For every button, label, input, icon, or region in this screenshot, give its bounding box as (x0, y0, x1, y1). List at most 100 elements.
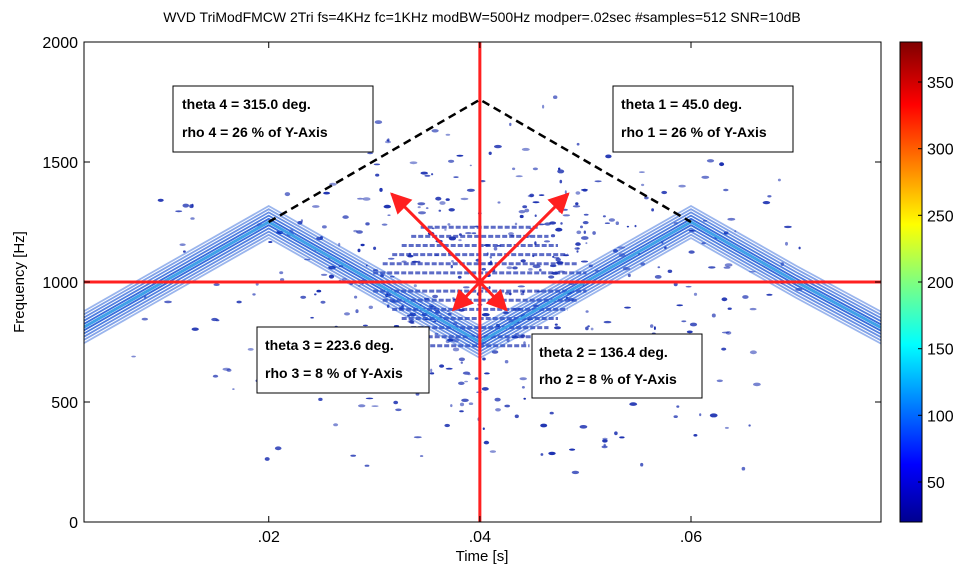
clutter-speck (274, 446, 282, 451)
clutter-speck (333, 423, 339, 427)
clutter-speck (488, 286, 491, 290)
clutter-speck (509, 292, 512, 296)
vector-arrow-1 (478, 192, 570, 284)
clutter-speck (190, 217, 195, 220)
clutter-speck (716, 379, 723, 383)
clutter-speck (438, 209, 442, 212)
clutter-speck (558, 167, 561, 171)
clutter-speck (539, 268, 542, 272)
clutter-speck (554, 326, 561, 330)
clutter-speck (519, 377, 527, 381)
clutter-speck (540, 423, 548, 428)
clutter-speck (164, 300, 172, 304)
clutter-speck (534, 214, 537, 217)
x-tick-label: .02 (258, 529, 280, 546)
clutter-speck (353, 229, 358, 233)
clutter-speck (304, 258, 311, 261)
clutter-speck (562, 208, 568, 211)
clutter-speck (189, 204, 194, 209)
clutter-speck (431, 173, 434, 176)
clutter-speck (723, 266, 731, 269)
clutter-speck (571, 470, 580, 475)
clutter-speck (323, 191, 330, 195)
clutter-speck (585, 310, 589, 313)
clutter-speck (514, 414, 519, 419)
clutter-speck (460, 197, 469, 201)
clutter-speck (688, 250, 695, 254)
clutter-speck (252, 293, 256, 296)
clutter-speck (653, 326, 656, 330)
y-tick-label: 1500 (42, 155, 78, 172)
clutter-speck (357, 197, 364, 200)
clutter-speck (506, 266, 513, 270)
clutter-speck (514, 222, 518, 226)
clutter-speck (447, 223, 451, 226)
x-axis-ticks: .02 .04 .06 (258, 42, 702, 546)
clutter-speck (719, 162, 725, 167)
clutter-speck (784, 225, 792, 229)
clutter-speck (529, 193, 535, 198)
clutter-speck (481, 267, 486, 271)
clutter-speck (354, 295, 358, 299)
clutter-speck (435, 196, 442, 201)
clutter-speck (429, 372, 435, 375)
clutter-speck (310, 316, 314, 319)
clutter-speck (371, 405, 379, 407)
clutter-speck (383, 204, 391, 209)
clutter-speck (215, 319, 220, 322)
clutter-speck (458, 357, 465, 362)
y-axis-ticks: 0 500 1000 1500 2000 (42, 35, 881, 532)
clutter-speck (212, 374, 219, 378)
clutter-speck (569, 448, 576, 451)
clutter-speck (544, 222, 551, 226)
clutter-speck (320, 273, 328, 276)
y-tick-label: 2000 (42, 35, 78, 52)
clutter-speck (521, 386, 525, 389)
clutter-speck (742, 295, 749, 299)
clutter-speck (678, 184, 686, 188)
clutter-speck (141, 317, 148, 321)
clutter-speck (425, 207, 429, 210)
clutter-speck (777, 178, 781, 182)
clutter-speck (450, 264, 453, 269)
clutter-speck (602, 215, 606, 218)
clutter-speck (524, 208, 530, 213)
clutter-speck (766, 293, 773, 296)
clutter-speck (386, 304, 390, 308)
clutter-speck (157, 198, 164, 202)
clutter-speck (515, 175, 523, 178)
clutter-speck (676, 304, 683, 307)
clutter-speck (605, 154, 612, 159)
clutter-speck (365, 222, 370, 226)
clutter-speck (555, 227, 563, 232)
clutter-speck (350, 454, 357, 457)
clutter-speck (614, 431, 618, 436)
clutter-speck (727, 217, 736, 221)
clutter-speck (560, 222, 563, 225)
clutter-speck (365, 397, 374, 400)
clutter-speck (445, 133, 451, 136)
clutter-speck (444, 423, 451, 428)
clutter-speck (654, 275, 662, 279)
clutter-speck (355, 309, 359, 314)
clutter-speck (459, 410, 464, 413)
clutter-speck (279, 271, 284, 275)
clutter-speck (465, 232, 472, 235)
clutter-speck (504, 404, 511, 408)
clutter-speck (445, 367, 453, 370)
clutter-speck (709, 413, 718, 418)
clutter-speck (725, 331, 732, 335)
x-tick-label: .06 (680, 529, 702, 546)
clutter-speck (542, 104, 545, 109)
clutter-speck (582, 221, 589, 225)
clutter-speck (222, 367, 231, 371)
clutter-speck (434, 332, 439, 336)
clutter-speck (493, 246, 498, 251)
clutter-speck (322, 225, 327, 229)
clutter-speck (634, 224, 637, 228)
clutter-speck (520, 259, 526, 263)
clutter-speck (375, 173, 380, 177)
clutter-speck (430, 368, 433, 373)
clutter-speck (183, 250, 186, 253)
